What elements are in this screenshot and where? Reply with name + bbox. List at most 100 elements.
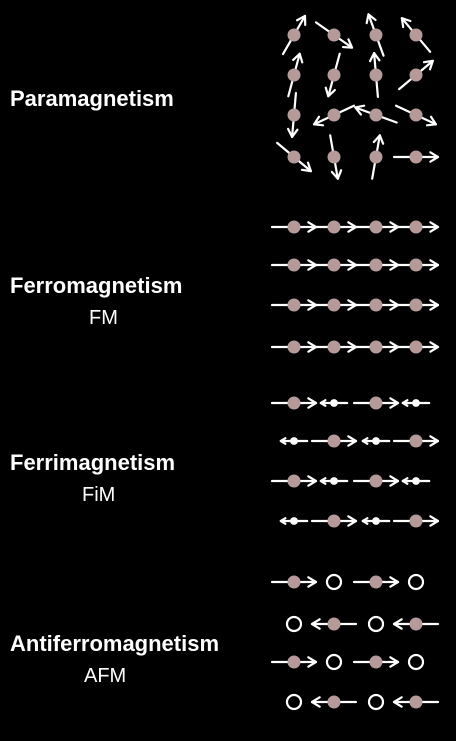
arrowhead-icon (372, 134, 385, 145)
atom (327, 695, 341, 709)
spin-site (354, 104, 398, 124)
lattice-ferrimagnetism (270, 396, 440, 528)
atom (327, 340, 341, 354)
arrowhead-icon (307, 656, 318, 668)
arrowhead-icon (354, 104, 366, 116)
spin-site (270, 340, 318, 354)
arrowhead-icon (295, 14, 307, 27)
spin-site (270, 655, 318, 669)
atom (327, 434, 341, 448)
arrowhead-icon (429, 299, 440, 311)
paramagnetism-title: Paramagnetism (10, 86, 174, 111)
atom (369, 150, 383, 164)
atom (290, 437, 298, 445)
atom (369, 340, 383, 354)
arrowhead-icon (389, 656, 400, 668)
spin-site (319, 399, 349, 407)
spin-site (365, 13, 385, 57)
spin-site (325, 573, 343, 591)
spin-site (312, 104, 356, 127)
arrowhead-icon (286, 127, 299, 139)
atom (290, 517, 298, 525)
arrowhead-icon (310, 618, 321, 630)
spin-site (392, 340, 440, 354)
atom (327, 220, 341, 234)
spin-site (310, 220, 358, 234)
spin-site (401, 399, 431, 407)
spin-site (400, 17, 432, 53)
arrowhead-icon (347, 435, 358, 447)
spin-site (352, 220, 400, 234)
spin-site (392, 695, 440, 709)
atom (327, 298, 341, 312)
atom (372, 517, 380, 525)
atom (369, 220, 383, 234)
spin-site (324, 52, 341, 98)
arrowhead-icon (319, 399, 327, 407)
arrowhead-icon (401, 399, 409, 407)
arrowhead-icon (429, 221, 440, 233)
atom (327, 28, 341, 42)
spin-site (310, 434, 358, 448)
atom (287, 655, 301, 669)
spin-site (279, 517, 309, 525)
spin-site (352, 575, 400, 589)
spin-site (327, 134, 343, 180)
spin-site (281, 14, 307, 56)
atom (369, 655, 383, 669)
atom (409, 514, 423, 528)
spin-site (276, 141, 312, 173)
atom (409, 695, 423, 709)
arrowhead-icon (429, 515, 440, 527)
empty-site (325, 653, 343, 671)
atom (409, 298, 423, 312)
spin-site (367, 693, 385, 711)
spin-site (319, 477, 349, 485)
lattice-paramagnetism (276, 13, 440, 180)
atom (287, 28, 301, 42)
spin-site (270, 474, 318, 488)
spin-site (279, 437, 309, 445)
atom (369, 396, 383, 410)
ferrimagnetism-abbr: FiM (82, 484, 116, 506)
spin-site (314, 21, 354, 49)
arrowhead-icon (279, 517, 287, 525)
empty-site (367, 615, 385, 633)
arrowhead-icon (400, 17, 412, 29)
ferrimagnetism-title: Ferrimagnetism (10, 450, 176, 475)
arrowhead-icon (310, 696, 321, 708)
spin-site (270, 396, 318, 410)
atom (287, 396, 301, 410)
atom (369, 474, 383, 488)
atom (287, 150, 301, 164)
spin-site (352, 258, 400, 272)
arrowhead-icon (429, 341, 440, 353)
empty-site (285, 693, 303, 711)
atom (409, 68, 423, 82)
spin-site (392, 150, 440, 164)
spin-site (270, 258, 318, 272)
spin-site (310, 340, 358, 354)
empty-site (407, 653, 425, 671)
atom (409, 340, 423, 354)
atom (409, 150, 423, 164)
atom (287, 575, 301, 589)
arrowhead-icon (429, 435, 440, 447)
spin-site (310, 695, 358, 709)
spin-site (392, 514, 440, 528)
spin-site (352, 396, 400, 410)
arrowhead-icon (389, 576, 400, 588)
arrowhead-icon (347, 515, 358, 527)
lattice-ferromagnetism (270, 220, 440, 354)
atom (327, 150, 341, 164)
atom (409, 220, 423, 234)
arrowhead-icon (312, 115, 325, 127)
spin-site (352, 474, 400, 488)
arrowhead-icon (292, 52, 304, 64)
arrowhead-icon (361, 437, 369, 445)
atom (412, 477, 420, 485)
spin-site (392, 298, 440, 312)
empty-site (367, 693, 385, 711)
atom (287, 108, 301, 122)
